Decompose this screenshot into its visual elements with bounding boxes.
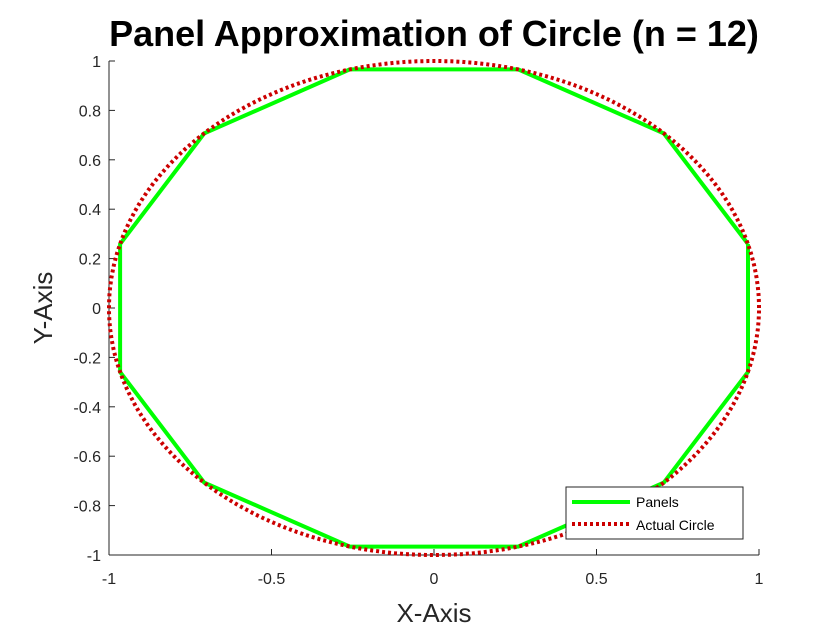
y-tick-label: -0.4 [73,400,101,417]
y-tick-label: 0.6 [79,153,101,170]
series-line-actual-circle [107,59,761,557]
legend-label-actual-circle: Actual Circle [636,517,715,533]
y-tick-label: 0.2 [79,252,101,269]
x-tick-label: 1 [755,571,764,588]
x-tick-label: 0.5 [585,571,607,588]
y-tick-label: -0.2 [73,350,101,367]
x-tick-label: -0.5 [258,571,286,588]
series-line-panels [118,67,750,549]
y-tick-label: 0.8 [79,103,101,120]
y-tick-label: 0.4 [79,202,101,219]
legend-box [565,486,744,540]
y-tick-label: 0 [92,301,101,318]
x-ticks: -1 -0.5 0 0.5 1 [102,549,764,588]
x-tick-label: -1 [102,571,116,588]
series-layer [107,59,761,557]
y-ticks: -1 -0.8 -0.6 -0.4 -0.2 0 0.2 0.4 0.6 0.8 1 [73,54,115,565]
chart-title: Panel Approximation of Circle (n = 12) [109,13,759,54]
x-axis-label: X-Axis [396,598,471,628]
x-tick-label: 0 [430,571,439,588]
y-tick-label: -0.6 [73,449,101,466]
y-tick-label: -1 [87,548,101,565]
y-tick-label: -0.8 [73,499,101,516]
y-tick-label: 1 [92,54,101,71]
plot-area: -1 -0.5 0 0.5 1 -1 -0.8 -0.6 -0.4 -0.2 0 0.2 0.4 0.6… [73,54,763,588]
y-axis-label: Y-Axis [28,272,58,345]
legend: Panels Actual Circle [565,486,744,540]
legend-label-panels: Panels [636,494,679,510]
